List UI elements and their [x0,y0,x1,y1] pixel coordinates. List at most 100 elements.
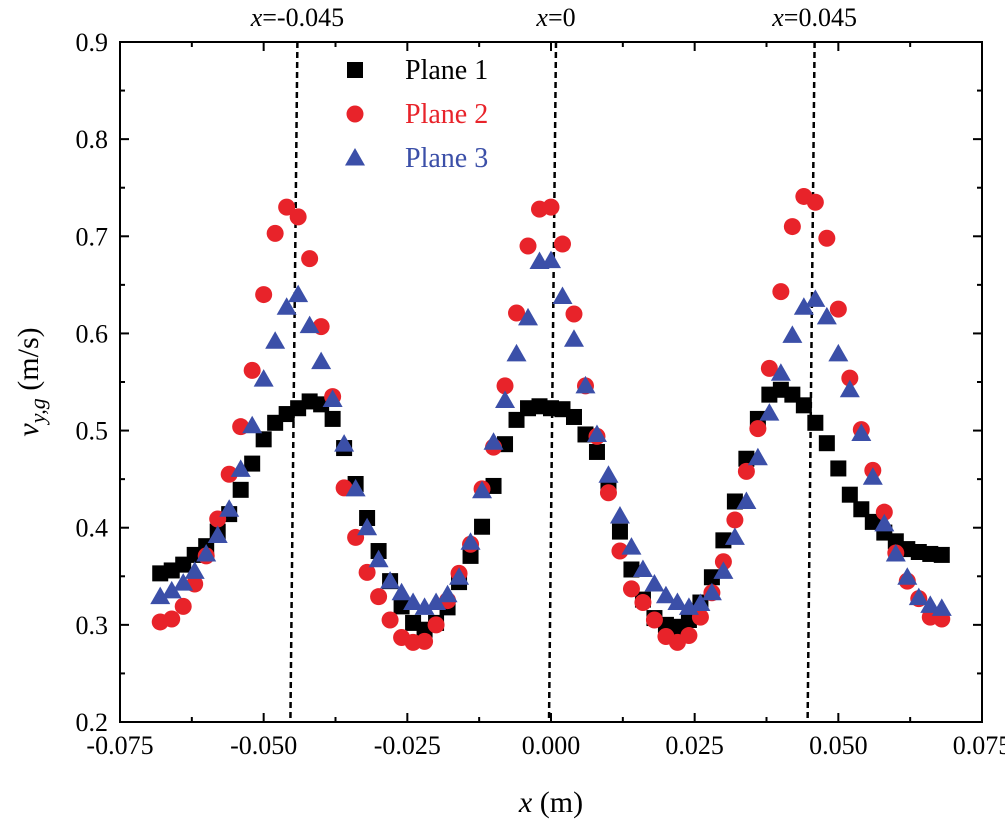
data-point [552,286,573,305]
data-point [598,465,619,483]
data-point [519,237,537,255]
data-point [381,611,399,629]
data-point [426,592,447,611]
data-point [184,561,205,579]
legend-label: Plane 2 [405,99,488,130]
data-point [393,598,410,615]
data-point [841,369,859,387]
data-point [276,297,297,315]
data-point [265,331,286,349]
data-point [611,523,628,540]
data-point [563,329,584,347]
data-point [874,513,895,532]
data-point [163,610,181,628]
data-point [933,546,950,563]
data-point [518,307,539,326]
reference-label-value: =0 [548,3,576,32]
data-point [575,375,596,394]
data-point [611,542,629,560]
data-point [255,431,272,448]
legend-marker [345,148,365,166]
axis-ticks [119,41,983,723]
reference-label-value: =0.045 [784,3,857,32]
reference-line [547,41,558,723]
y-tick-label: 0.2 [76,708,109,737]
data-point [805,289,826,307]
reference-line-label: x=0.045 [771,3,857,32]
data-point [818,435,835,452]
data-point [472,480,493,499]
x-axis-title-var: x [518,786,533,819]
data-point [634,594,652,612]
data-point [795,397,812,414]
data-point [495,390,516,408]
data-point [460,532,481,550]
data-point [403,592,424,611]
data-point [289,208,307,226]
x-tick-label: -0.075 [86,731,153,760]
y-tick-label: 0.5 [76,417,109,446]
data-point [253,369,274,387]
y-tick-label: 0.6 [76,319,109,348]
x-axis-title-unit: (m) [532,786,583,819]
data-point [726,511,744,529]
data-point [622,580,640,598]
data-point [207,525,228,543]
reference-lines [289,41,816,723]
data-point [621,537,642,555]
data-point [737,462,755,480]
y-axis-title-subscript: y,g [25,398,50,425]
data-point [599,484,617,502]
data-point [680,627,698,645]
data-point [508,304,526,322]
data-point [586,424,607,442]
reference-line [289,41,299,723]
y-axis-title: vy,g (m/s) [12,327,50,436]
data-point [920,595,941,613]
x-tick-label: -0.050 [230,731,297,760]
data-point [667,592,688,611]
reference-line-label: x=0 [535,3,575,32]
y-tick-label: 0.8 [76,125,109,154]
data-point [301,250,319,268]
x-tick-label: 0.075 [953,731,1005,760]
data-point [690,593,711,611]
data-point [783,218,801,236]
data-markers [150,187,952,651]
legend: Plane 1 Plane 2 Plane 3 [345,55,488,174]
data-point [506,343,527,362]
data-point [829,300,847,318]
series-3 [150,250,952,616]
legend-label: Plane 3 [405,143,488,174]
data-point [173,573,194,591]
data-point [322,389,343,407]
reference-label-var: x [535,3,548,32]
data-point [703,569,720,586]
data-point [885,543,906,562]
data-point [931,598,952,616]
data-point [278,198,296,216]
reference-label-value: =-0.045 [262,3,344,32]
reference-label-var: x [250,3,263,32]
data-point [334,434,355,452]
y-tick-label: 0.9 [76,28,109,57]
data-point [483,432,504,450]
data-point [230,459,251,477]
data-point [368,549,389,568]
y-tick-label: 0.3 [76,611,109,640]
data-point [609,506,630,524]
data-point [449,567,470,585]
data-point [496,377,514,395]
data-point [416,632,434,650]
data-point [713,561,734,579]
y-axis-title-unit: (m/s) [12,327,45,398]
reference-line-label: x=-0.045 [250,3,344,32]
data-point [853,501,870,518]
data-point [150,586,171,605]
data-point [772,283,790,301]
data-point [391,582,412,601]
data-point [644,574,665,592]
x-tick-label: 0.000 [522,731,581,760]
data-point [542,198,560,216]
